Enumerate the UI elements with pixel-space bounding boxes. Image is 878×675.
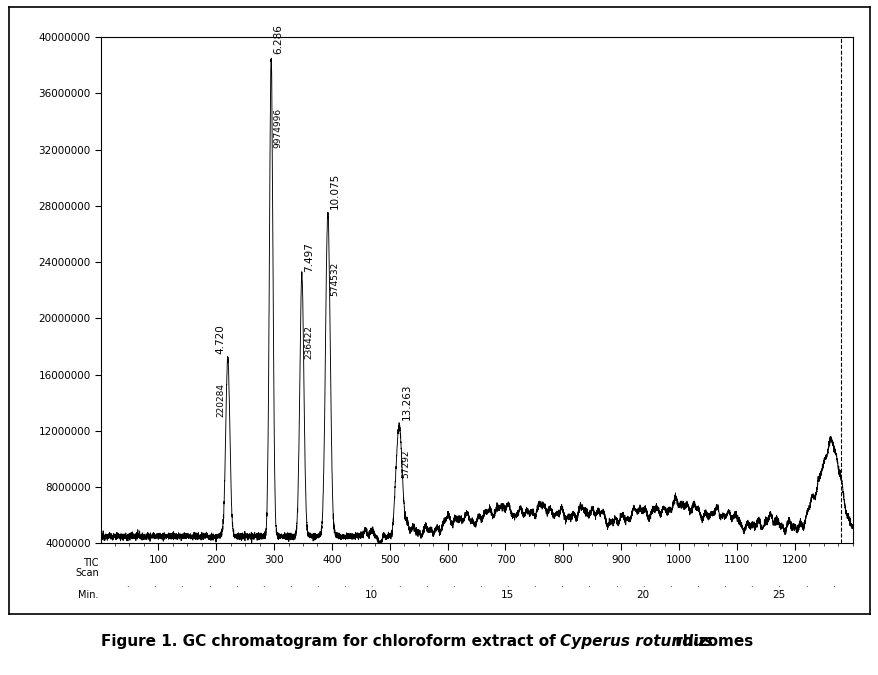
Text: .: . [750,580,752,589]
Text: .: . [560,580,563,589]
Text: .: . [831,580,833,589]
Text: 13.263: 13.263 [401,383,411,420]
Text: 15: 15 [500,590,514,600]
Text: 7.497: 7.497 [304,242,313,272]
Text: 236422: 236422 [304,325,313,359]
Text: 220284: 220284 [216,383,226,417]
Text: 10.075: 10.075 [330,172,340,209]
Text: 574532: 574532 [330,262,339,296]
Text: .: . [154,580,156,589]
Text: .: . [343,580,346,589]
Text: .: . [207,580,210,589]
Text: .: . [777,580,780,589]
Text: Min.: Min. [78,590,98,600]
Text: 6.286: 6.286 [273,24,284,54]
Text: .: . [126,580,129,589]
Text: Scan: Scan [75,568,98,578]
Text: .: . [316,580,319,589]
Text: 57292: 57292 [401,449,410,478]
Text: .: . [533,580,536,589]
Text: 20: 20 [636,590,649,600]
Text: .: . [641,580,644,589]
Text: .: . [668,580,671,589]
Text: 10: 10 [365,590,378,600]
Text: .: . [262,580,264,589]
Text: 9974996: 9974996 [273,107,282,148]
Text: .: . [587,580,589,589]
Text: rhizomes: rhizomes [669,634,752,649]
Text: .: . [371,580,373,589]
Text: .: . [695,580,698,589]
Text: .: . [614,580,616,589]
Text: .: . [451,580,454,589]
Text: .: . [289,580,291,589]
Text: 4.720: 4.720 [215,324,226,354]
Text: .: . [506,580,508,589]
Text: TIC: TIC [83,558,98,568]
Text: .: . [803,580,806,589]
Text: .: . [397,580,399,589]
Text: Figure 1. GC chromatogram for chloroform extract of: Figure 1. GC chromatogram for chloroform… [101,634,560,649]
Text: .: . [180,580,183,589]
Text: .: . [723,580,725,589]
Text: 25: 25 [772,590,785,600]
Text: .: . [424,580,427,589]
Text: .: . [479,580,481,589]
Text: .: . [234,580,237,589]
Text: Cyperus rotundus: Cyperus rotundus [559,634,712,649]
